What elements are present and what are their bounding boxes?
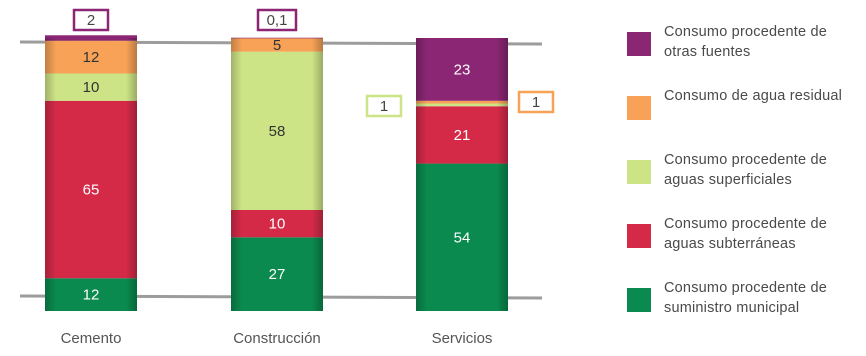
legend-label-agua-residual: Consumo de agua residual: [664, 88, 843, 104]
data-label-cemento-agua-residual: 12: [83, 49, 100, 66]
data-label-construccion-suministro-municipal: 27: [269, 266, 286, 283]
legend-item-suministro-municipal: Consumo procedente de suministro municip…: [627, 278, 859, 322]
data-label-construccion-agua-residual: 5: [273, 37, 281, 54]
data-label-servicios-otras-fuentes: 23: [454, 61, 471, 78]
data-label-construccion-aguas-subterraneas: 10: [269, 216, 286, 233]
category-label-servicios: Servicios: [432, 330, 493, 347]
stacked-bar-chart: 12651012Cemento2710585Construcción542123…: [19, 8, 555, 347]
legend-item-otras-fuentes: Consumo procedente de otras fuentes: [627, 22, 859, 66]
legend-label-suministro-municipal: Consumo procedente de suministro municip…: [664, 280, 827, 316]
callout-servicios-agua-residual-box: [517, 90, 555, 114]
data-label-cemento-aguas-superficiales: 10: [83, 79, 100, 96]
bar-shade-cemento: [45, 38, 137, 311]
legend-item-agua-residual: Consumo de agua residual: [627, 86, 859, 130]
legend-swatch-agua-residual: [627, 96, 651, 120]
callout-construccion-otras-fuentes-label: 0,1: [267, 12, 288, 29]
legend-swatch-aguas-superficiales: [627, 160, 651, 184]
legend-swatch-otras-fuentes: [627, 32, 651, 56]
data-label-construccion-aguas-superficiales: 58: [269, 123, 286, 140]
legend-label-aguas-subterraneas: Consumo procedente de aguas subterráneas: [664, 216, 827, 252]
data-label-servicios-aguas-subterraneas: 21: [454, 127, 471, 144]
callout-servicios-agua-residual-label: 1: [532, 94, 540, 111]
legend-swatch-suministro-municipal: [627, 288, 651, 312]
data-label-servicios-suministro-municipal: 54: [454, 229, 471, 246]
legend-item-aguas-subterraneas: Consumo procedente de aguas subterráneas: [627, 214, 859, 258]
callout-cemento-otras-fuentes-label: 2: [87, 12, 95, 29]
callout-servicios-aguas-superficiales-label: 1: [380, 98, 388, 115]
data-label-cemento-suministro-municipal: 12: [83, 287, 100, 304]
callout-construccion-otras-fuentes-box: [256, 8, 298, 32]
callout-cemento-otras-fuentes-box: [72, 8, 110, 32]
bar-shade-servicios: [416, 38, 508, 311]
legend-swatch-aguas-subterraneas: [627, 224, 651, 248]
callout-servicios-aguas-superficiales-box: [365, 94, 403, 118]
category-label-construccion: Construcción: [233, 330, 321, 347]
bar-shade-construccion: [231, 38, 323, 311]
data-label-cemento-aguas-subterraneas: 65: [83, 182, 100, 199]
legend-label-otras-fuentes: Consumo procedente de otras fuentes: [664, 24, 827, 60]
legend-item-aguas-superficiales: Consumo procedente de aguas superficiale…: [627, 150, 859, 194]
category-label-cemento: Cemento: [61, 330, 122, 347]
legend-label-aguas-superficiales: Consumo procedente de aguas superficiale…: [664, 152, 827, 188]
